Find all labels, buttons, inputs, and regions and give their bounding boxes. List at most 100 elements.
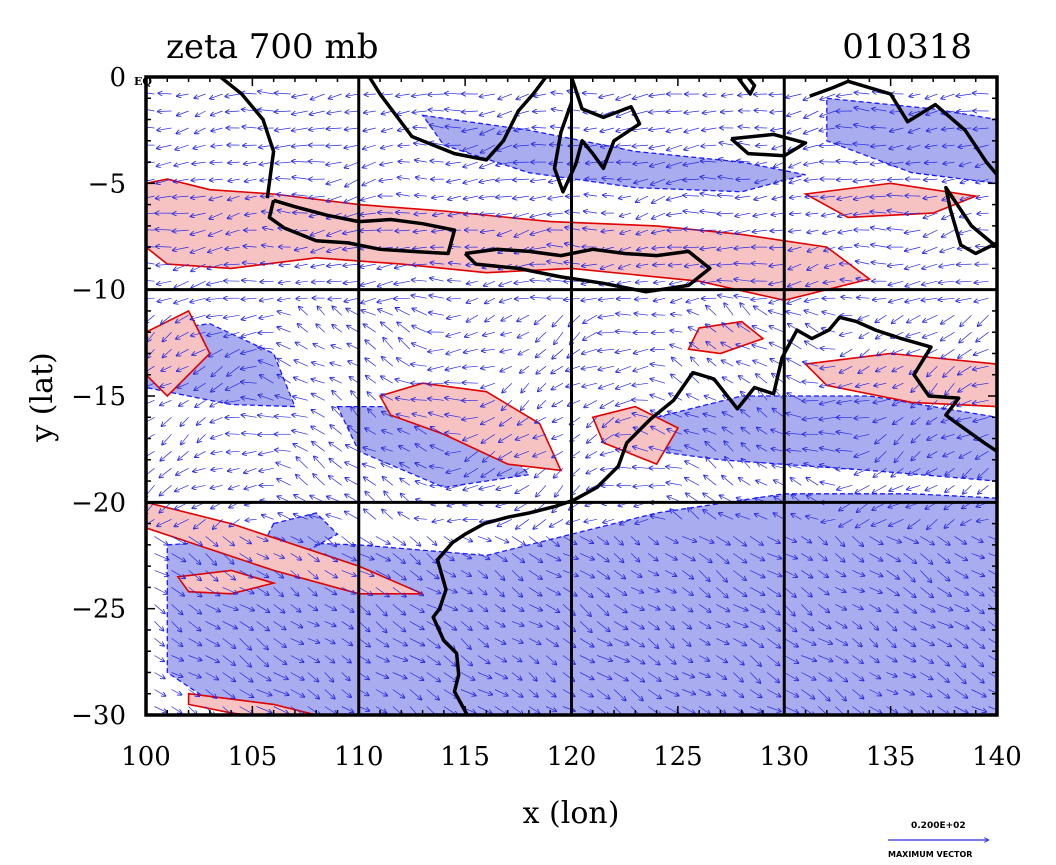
wind-vector [463,383,478,384]
wind-vector [346,94,359,96]
y-axis-label: y (lat) [25,352,60,442]
wind-vector [256,553,269,558]
wind-vector [226,434,240,435]
wind-vector [190,297,206,302]
wind-vector [296,281,308,283]
wind-vector [290,553,301,559]
wind-vector [171,706,182,714]
wind-vector [277,194,291,196]
wind-vector [259,395,274,401]
wind-vector [358,604,370,614]
wind-vector [188,655,202,661]
wind-vector [362,310,376,316]
wind-vector [431,445,444,452]
wind-vector [429,312,444,315]
wind-vector [445,398,461,401]
y-tick-labels: 0 −5 −10 −15 −20 −25 −30 [71,63,126,731]
wind-vector [198,434,206,442]
wind-vector [154,604,165,613]
wind-vector [445,415,461,418]
wind-vector [273,536,285,540]
wind-vector [225,247,240,249]
wind-vector [290,689,305,697]
wind-vector [400,479,411,486]
wind-vector [429,413,444,418]
wind-vector [205,621,220,628]
reference-vector-key: 0.200E+02 MAXIMUM VECTOR [888,821,988,859]
wind-vector [460,621,472,630]
wind-vector [326,162,342,165]
wind-vector [243,145,257,146]
wind-vector [477,570,487,578]
wind-vector [429,295,444,298]
wind-vector [397,110,410,114]
wind-vector [160,485,172,495]
wind-vector [154,621,164,630]
wind-vector [494,570,505,580]
wind-vector [345,478,359,486]
wind-vector [225,94,240,97]
wind-vector [290,587,299,595]
wind-vector [171,604,183,614]
wind-vector [377,297,393,302]
wind-vector [329,476,342,486]
wind-vector [273,587,283,596]
wind-vector [409,689,422,700]
wind-vector [195,127,206,133]
wind-vector [443,655,456,666]
wind-vector [292,415,308,418]
wind-vector [392,655,407,661]
wind-vector [273,689,289,696]
wind-vector [332,307,342,316]
wind-vector [242,298,257,299]
wind-vector [276,162,291,163]
wind-vector [382,430,393,435]
wind-vector [345,161,359,168]
wind-vector [228,212,240,218]
wind-vector [426,536,437,545]
wind-vector [205,689,217,699]
wind-vector [156,178,172,183]
wind-vector [191,229,206,234]
wind-vector [154,655,165,662]
wind-vector [358,587,373,595]
wind-vector [256,621,269,630]
wind-vector [413,309,427,316]
wind-vector [211,128,223,131]
wind-vector [396,398,410,400]
wind-vector [477,706,492,714]
wind-vector [277,343,291,350]
wind-vector [494,638,506,644]
wind-vector [205,655,219,663]
wind-vector [239,672,253,682]
wind-vector [259,468,274,471]
wind-vector [263,228,274,231]
wind-vector [292,128,308,131]
wind-vector [412,280,427,281]
wind-vector [398,429,410,435]
wind-vector [392,587,406,596]
date-label: 010318 [842,27,972,67]
wind-vector [447,298,461,299]
wind-vector [294,444,308,452]
wind-vector [392,553,405,563]
wind-vector [345,297,359,301]
wind-vector [156,229,172,230]
wind-vector [262,515,274,520]
wind-vector [375,587,389,596]
wind-vector [375,689,387,696]
wind-vector [412,264,427,265]
wind-vector [191,314,206,319]
wind-vector [307,536,320,544]
wind-vector [180,417,189,426]
wind-vector [171,689,182,695]
wind-vector [194,365,206,374]
wind-vector [277,327,291,333]
wind-vector [148,331,155,341]
wind-vector [460,672,475,680]
wind-vector [412,326,427,333]
wind-vector [426,553,437,563]
wind-vector [273,655,287,665]
wind-vector [445,93,461,94]
wind-vector [226,229,240,234]
